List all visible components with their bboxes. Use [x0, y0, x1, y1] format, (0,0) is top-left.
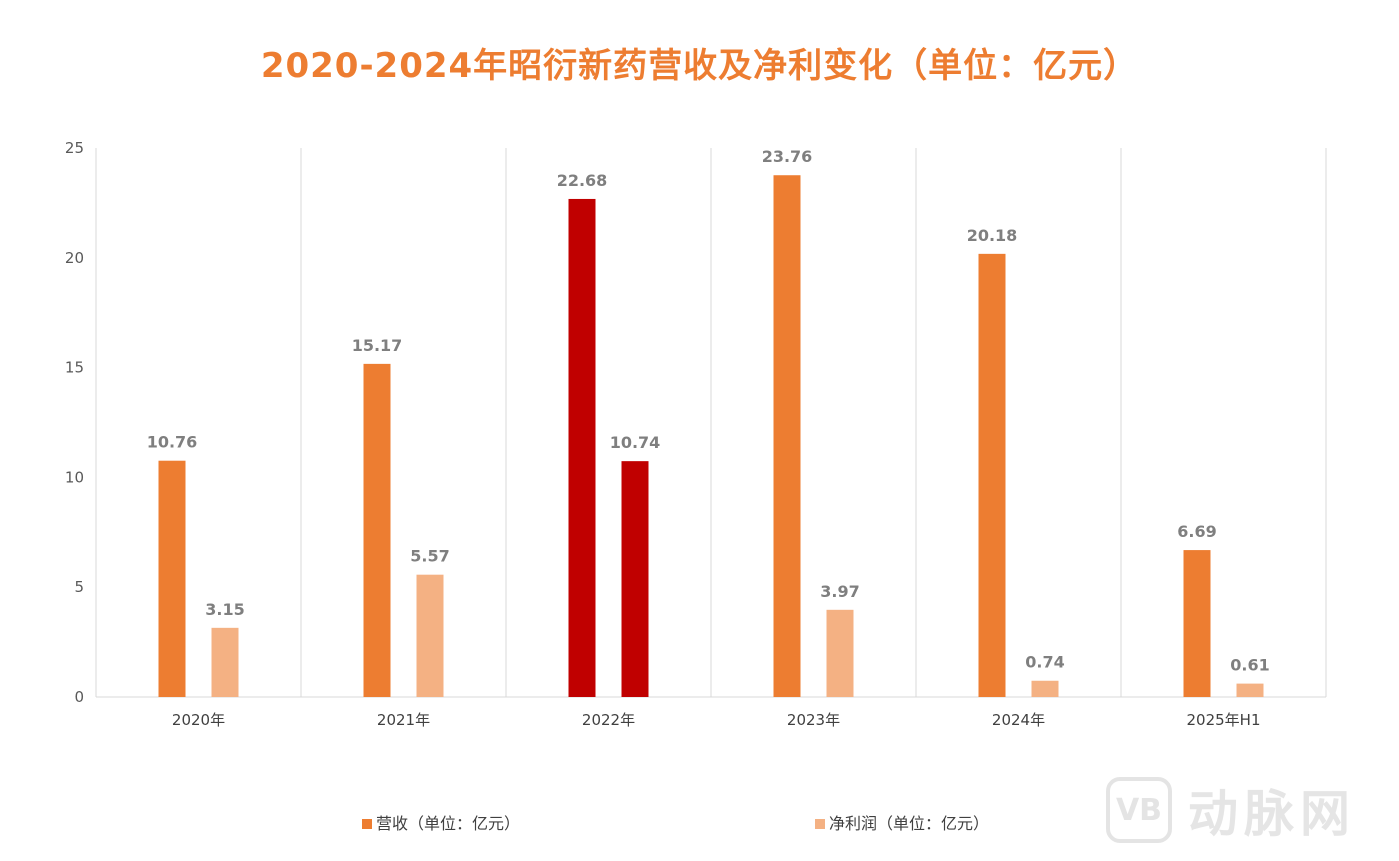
bar-revenue: [158, 460, 186, 697]
bar-net-profit: [621, 461, 649, 697]
y-tick-label: 15: [65, 359, 84, 377]
data-label-net-profit: 3.97: [820, 582, 859, 601]
data-label-revenue: 6.69: [1177, 522, 1216, 541]
data-label-revenue: 22.68: [557, 171, 608, 190]
bar-revenue: [773, 175, 801, 697]
data-label-net-profit: 3.15: [205, 600, 244, 619]
x-tick-label: 2020年: [172, 711, 225, 729]
y-tick-label: 10: [65, 468, 84, 486]
watermark: VB 动脉网: [1106, 776, 1392, 844]
bar-net-profit: [1031, 680, 1059, 697]
legend-swatch-revenue: [362, 819, 372, 829]
bar-net-profit: [416, 574, 444, 697]
legend-label-net-profit: 净利润（单位：亿元）: [829, 814, 989, 833]
watermark-brand: 动脉网: [1188, 785, 1356, 843]
x-tick-label: 2024年: [992, 711, 1045, 729]
bar-net-profit: [826, 609, 854, 697]
chart-title: 2020-2024年昭衍新药营收及净利变化（单位：亿元）: [260, 46, 1139, 86]
data-label-net-profit: 0.61: [1230, 656, 1269, 675]
x-tick-label: 2022年: [582, 711, 635, 729]
grid-layer: [95, 148, 1327, 697]
x-tick-label: 2021年: [377, 711, 430, 729]
watermark-logo-icon: VB: [1106, 777, 1172, 843]
bar-revenue: [363, 363, 391, 697]
legend-swatch-net-profit: [815, 819, 825, 829]
data-label-net-profit: 0.74: [1025, 653, 1064, 672]
bar-revenue: [568, 198, 596, 697]
legend-label-revenue: 营收（单位：亿元）: [376, 814, 520, 833]
data-label-revenue: 10.76: [147, 433, 198, 452]
bar-revenue: [978, 253, 1006, 697]
label-layer: 10.76 3.15 15.17 5.57 22.68 10.74 23.76 3.97 20.…: [147, 147, 1270, 674]
y-tick-label: 20: [65, 249, 84, 267]
x-tick-label: 2023年: [787, 711, 840, 729]
y-tick-label: 25: [65, 139, 84, 157]
bar-net-profit: [211, 627, 239, 697]
data-label-net-profit: 5.57: [410, 547, 449, 566]
bar-layer: [158, 175, 1264, 697]
data-label-revenue: 15.17: [352, 336, 403, 355]
bar-net-profit: [1236, 683, 1264, 697]
legend: 营收（单位：亿元） 净利润（单位：亿元）: [362, 814, 989, 833]
y-tick-label: 0: [74, 688, 84, 706]
axis-layer: 0 5 10 15 20 25 2020年 2021年 2022年 2023年 2024年 2025年…: [65, 139, 1326, 729]
data-label-net-profit: 10.74: [610, 433, 661, 452]
x-tick-label: 2025年H1: [1187, 711, 1261, 729]
data-label-revenue: 23.76: [762, 147, 813, 166]
data-label-revenue: 20.18: [967, 226, 1018, 245]
bar-revenue: [1183, 550, 1211, 697]
y-tick-label: 5: [74, 578, 84, 596]
